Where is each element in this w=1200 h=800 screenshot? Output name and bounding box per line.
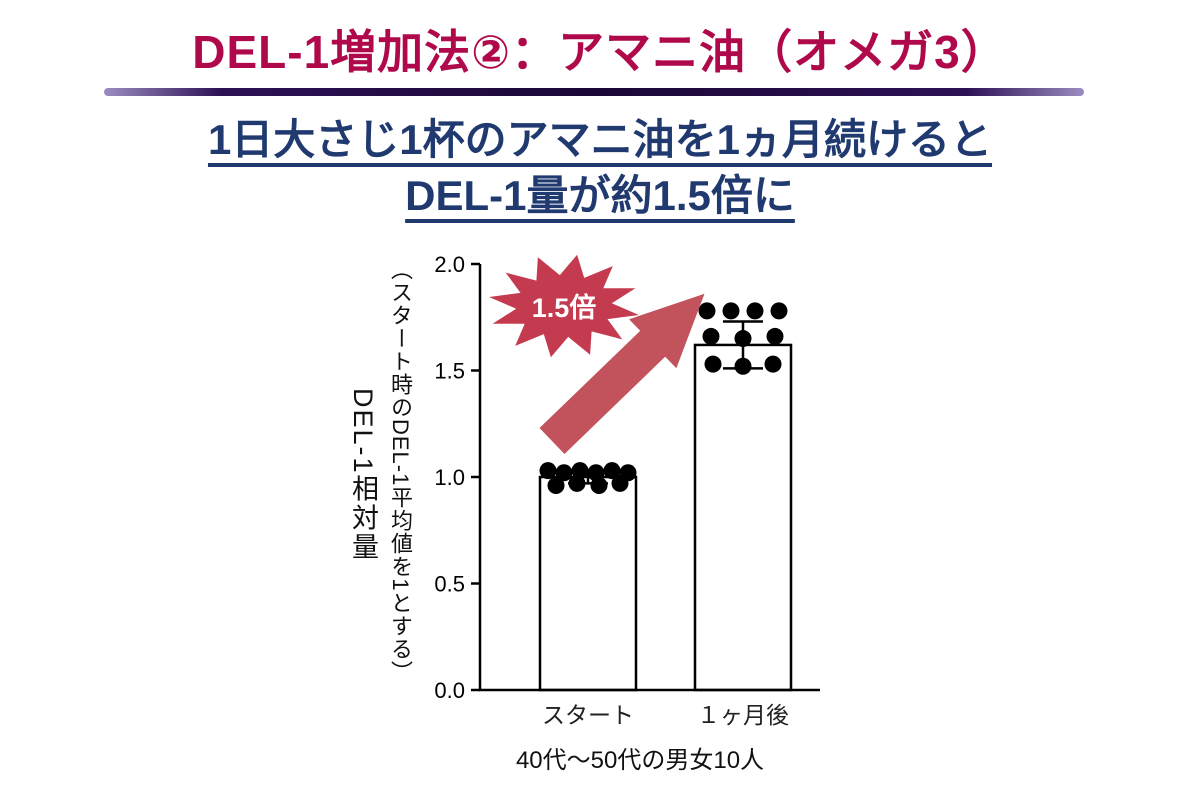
svg-text:0.5: 0.5 [434,572,465,597]
subtitle-line-1: 1日大さじ1杯のアマニ油を1ヵ月続けると [207,116,993,163]
svg-text:1.0: 1.0 [434,465,465,490]
badge-label: 1.5倍 [531,292,597,323]
starburst-badge: 1.5倍 [486,252,642,362]
svg-text:1.5: 1.5 [434,359,465,384]
subtitle-line-2: DEL-1量が約1.5倍に [405,172,795,219]
y-axis-label-sub: （スタート時のDEL-1平均値を1とする） [388,258,413,684]
svg-text:スタート: スタート [542,702,634,728]
page-title: DEL-1増加法②：アマニ油（オメガ3） [192,26,1008,78]
chart-caption: 40代〜50代の男女10人 [515,747,765,774]
subtitle: 1日大さじ1杯のアマニ油を1ヵ月続けると DEL-1量が約1.5倍に [0,112,1200,224]
bar-chart: 0.0 0.5 1.0 1.5 2.0 スタート １ヶ月後 [434,252,820,728]
svg-text:0.0: 0.0 [434,678,465,703]
y-axis-label-main: DEL-1相対量 [348,388,378,562]
svg-text:１ヶ月後: １ヶ月後 [697,702,789,728]
starburst-icon [489,254,639,358]
svg-text:2.0: 2.0 [434,252,465,277]
title-divider [104,88,1084,96]
